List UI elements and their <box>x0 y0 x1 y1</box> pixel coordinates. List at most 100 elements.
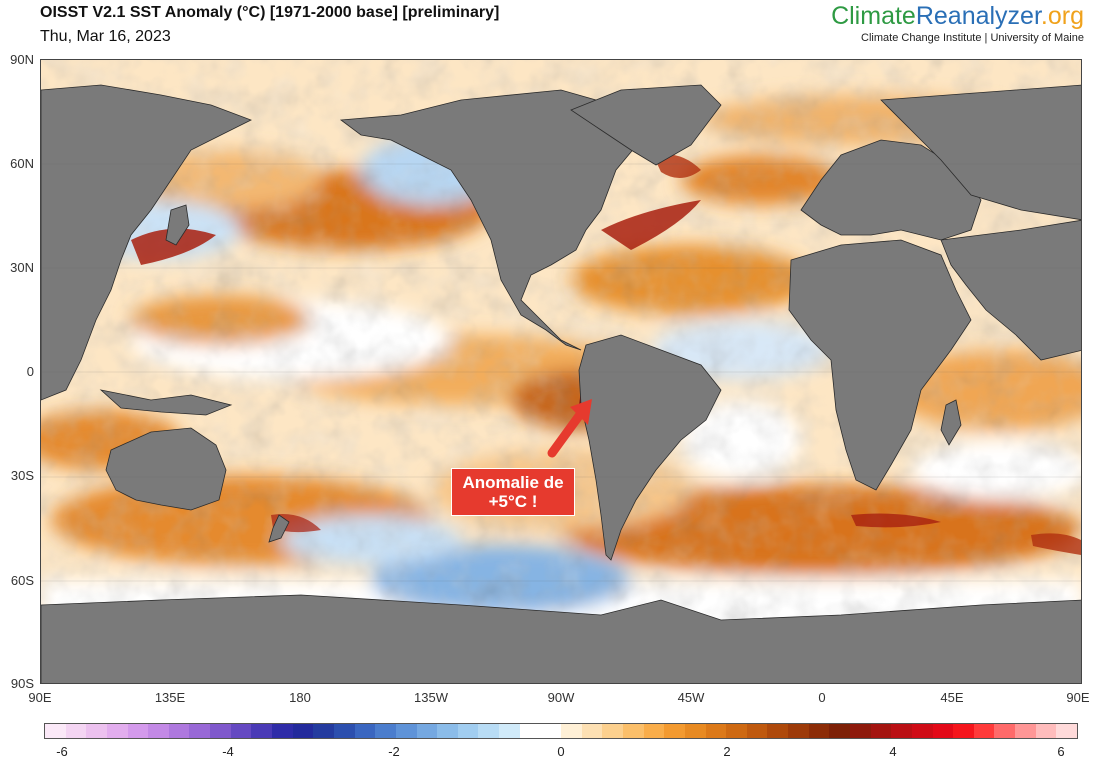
colorbar-swatch <box>808 724 830 738</box>
colorbar-swatch <box>540 724 562 738</box>
lon-label-90e: 90E <box>28 690 52 705</box>
brand-logo[interactable]: ClimateReanalyzer.org <box>831 2 1084 31</box>
colorbar-swatch <box>726 724 747 738</box>
colorbar-swatch <box>561 724 582 738</box>
colorbar-swatch <box>292 724 314 738</box>
africa-land <box>788 239 972 491</box>
brand-subtitle: Climate Change Institute | University of… <box>861 32 1084 44</box>
colorbar-swatch <box>189 724 211 738</box>
colorbar-swatch <box>746 724 768 738</box>
madagascar-land <box>940 399 962 446</box>
colorbar-swatch <box>437 724 458 738</box>
colorbar-swatch <box>911 724 933 738</box>
land-masses <box>41 84 1081 683</box>
lat-label-30n: 30N <box>10 260 34 275</box>
colorbar-swatch <box>230 724 252 738</box>
siberia-land <box>880 84 1081 221</box>
colorbar-swatch <box>148 724 169 738</box>
colorbar-tick-label: 2 <box>723 744 731 759</box>
colorbar-swatch <box>973 724 995 738</box>
annotation-arrow <box>547 399 592 458</box>
colorbar-swatch <box>1056 724 1078 738</box>
annotation-line2: +5°C ! <box>488 492 538 511</box>
colorbar-swatch <box>65 724 87 738</box>
colorbar-swatch <box>45 724 66 738</box>
colorbar-swatch <box>168 724 190 738</box>
colorbar-swatch <box>86 724 107 738</box>
colorbar-tick-label: 6 <box>1057 744 1065 759</box>
colorbar-swatch <box>478 724 500 738</box>
asia-east-land <box>940 219 1081 361</box>
map-title: OISST V2.1 SST Anomaly (°C) [1971-2000 b… <box>40 4 500 21</box>
colorbar-swatch <box>932 724 954 738</box>
colorbar-swatch <box>1015 724 1036 738</box>
lon-label-90e-right: 90E <box>1066 690 1090 705</box>
colorbar-tick-label: 0 <box>557 744 565 759</box>
lon-label-45e: 45E <box>940 690 964 705</box>
colorbar-swatch <box>870 724 892 738</box>
lat-label-60n: 60N <box>10 156 34 171</box>
colorbar-swatch <box>643 724 665 738</box>
colorbar-swatch <box>416 724 438 738</box>
lat-label-0: 0 <box>26 364 34 379</box>
lon-label-90w: 90W <box>547 690 575 705</box>
colorbar-swatch <box>664 724 685 738</box>
brand-block: ClimateReanalyzer.org Climate Change Ins… <box>831 2 1084 44</box>
indonesia-land <box>99 389 233 416</box>
map-svg <box>41 60 1081 683</box>
australia-land <box>105 427 227 511</box>
colorbar-swatch <box>994 724 1016 738</box>
colorbar-swatch <box>891 724 912 738</box>
colorbar-swatch <box>829 724 850 738</box>
colorbar-swatch <box>272 724 293 738</box>
lat-label-30s: 30S <box>10 468 34 483</box>
colorbar-swatch <box>581 724 603 738</box>
antarctica-land <box>41 594 1081 683</box>
lat-label-60s: 60S <box>10 573 34 588</box>
lat-label-90n: 90N <box>10 52 34 67</box>
greenland-land <box>570 84 722 166</box>
colorbar-swatch <box>457 724 479 738</box>
lon-label-180: 180 <box>289 690 311 705</box>
south-america-land <box>578 334 722 561</box>
colorbar-swatch <box>354 724 376 738</box>
map-date: Thu, Mar 16, 2023 <box>40 28 171 45</box>
colorbar-swatch <box>953 724 974 738</box>
annotation-box: Anomalie de +5°C ! <box>451 468 575 516</box>
colorbar-swatch <box>395 724 417 738</box>
colorbar-tick-label: 4 <box>889 744 897 759</box>
japan-land <box>165 204 190 246</box>
graticule <box>41 163 1081 582</box>
colorbar-tick-label: -4 <box>222 744 234 759</box>
colorbar-tick-label: -6 <box>56 744 68 759</box>
colorbar-swatch <box>684 724 706 738</box>
brand-logo-reanalyzer: Reanalyzer <box>915 2 1041 30</box>
colorbar-swatch <box>767 724 789 738</box>
lat-label-90s: 90S <box>10 676 34 691</box>
lon-label-135e: 135E <box>154 690 186 705</box>
colorbar-swatch <box>127 724 149 738</box>
colorbar-swatch <box>849 724 871 738</box>
colorbar-tick-label: -2 <box>388 744 400 759</box>
annotation-line1: Anomalie de <box>462 473 564 492</box>
lon-label-45w: 45W <box>677 690 705 705</box>
brand-logo-org: .org <box>1040 2 1084 30</box>
sst-anomaly-map[interactable] <box>40 59 1082 684</box>
colorbar-swatch <box>313 724 334 738</box>
lon-label-0: 0 <box>818 690 826 705</box>
colorbar-swatch <box>499 724 520 738</box>
colorbar-swatch <box>705 724 727 738</box>
lon-label-135w: 135W <box>414 690 448 705</box>
new-zealand-land <box>268 514 290 543</box>
colorbar-swatch <box>1035 724 1057 738</box>
colorbar-swatch <box>251 724 273 738</box>
colorbar-swatch <box>210 724 231 738</box>
colorbar-swatch <box>333 724 355 738</box>
asia-west-land <box>41 84 252 401</box>
colorbar <box>44 723 1078 739</box>
colorbar-swatch <box>375 724 396 738</box>
colorbar-swatch <box>519 724 541 738</box>
colorbar-swatch <box>622 724 644 738</box>
colorbar-swatch <box>602 724 623 738</box>
brand-logo-climate: Climate <box>831 2 916 30</box>
